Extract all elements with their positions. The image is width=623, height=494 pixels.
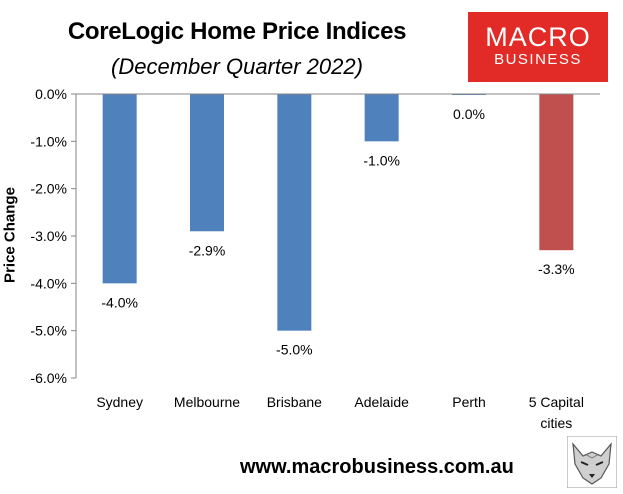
data-label: 0.0% — [453, 106, 485, 122]
macrobusiness-logo: MACRO BUSINESS — [468, 12, 608, 82]
data-label: -2.9% — [189, 242, 226, 258]
wolf-mascot-icon — [567, 436, 617, 488]
chart-subtitle: (December Quarter 2022) — [111, 54, 363, 79]
y-tick-label: -6.0% — [30, 370, 67, 386]
category-label: Melbourne — [174, 394, 240, 410]
y-tick-label: 0.0% — [35, 86, 67, 102]
y-tick-label: -4.0% — [30, 275, 67, 291]
data-label: -3.3% — [538, 261, 575, 277]
website-url: www.macrobusiness.com.au — [240, 456, 514, 478]
category-label: 5 Capital — [529, 394, 584, 410]
category-label: Brisbane — [267, 394, 322, 410]
y-tick-label: -2.0% — [30, 181, 67, 197]
data-label: -4.0% — [101, 294, 138, 310]
data-label: -5.0% — [276, 342, 313, 358]
bar — [190, 94, 224, 232]
bar — [277, 94, 312, 331]
bar — [102, 94, 137, 284]
data-label: -1.0% — [363, 152, 400, 168]
bar — [539, 94, 574, 251]
logo-line-1: MACRO — [485, 22, 591, 52]
category-label: Sydney — [96, 394, 143, 410]
y-tick-label: -5.0% — [30, 323, 67, 339]
category-label: Adelaide — [354, 394, 409, 410]
chart-title: CoreLogic Home Price Indices — [67, 18, 407, 45]
logo-line-2: BUSINESS — [494, 51, 582, 68]
category-label: Perth — [452, 394, 485, 410]
y-tick-label: -3.0% — [30, 228, 67, 244]
category-label: cities — [540, 415, 572, 431]
bar — [364, 94, 399, 142]
y-tick-label: -1.0% — [30, 133, 67, 149]
